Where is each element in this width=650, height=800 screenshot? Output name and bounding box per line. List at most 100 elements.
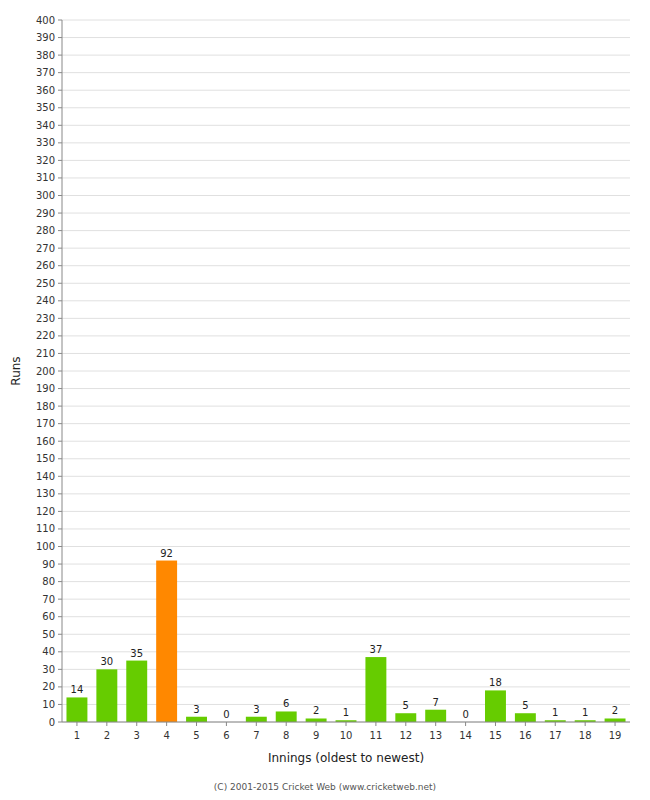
y-tick-label: 260 bbox=[36, 260, 55, 271]
x-tick bbox=[346, 722, 347, 726]
x-tick bbox=[256, 722, 257, 726]
grid-line bbox=[62, 511, 630, 512]
y-tick-label: 110 bbox=[36, 523, 55, 534]
grid-line bbox=[62, 37, 630, 38]
grid-line bbox=[62, 20, 630, 21]
footer-note: (C) 2001-2015 Cricket Web (www.cricketwe… bbox=[214, 782, 436, 792]
y-tick bbox=[58, 90, 62, 91]
data-labels: 1430359230362137570185112 bbox=[71, 548, 619, 720]
grid-line bbox=[62, 90, 630, 91]
y-tick-label: 160 bbox=[36, 436, 55, 447]
y-tick-label: 270 bbox=[36, 243, 55, 254]
y-tick-label: 60 bbox=[42, 611, 55, 622]
x-tick bbox=[286, 722, 287, 726]
x-tick bbox=[495, 722, 496, 726]
x-tick-label: 17 bbox=[549, 730, 562, 741]
grid-line bbox=[62, 564, 630, 565]
grid-line bbox=[62, 599, 630, 600]
data-label: 3 bbox=[193, 704, 199, 715]
bar bbox=[276, 711, 297, 722]
y-tick-label: 190 bbox=[36, 383, 55, 394]
data-label: 6 bbox=[283, 698, 289, 709]
y-tick bbox=[58, 704, 62, 705]
grid-line bbox=[62, 476, 630, 477]
bar bbox=[126, 661, 147, 722]
grid-line bbox=[62, 546, 630, 547]
grid-line bbox=[62, 177, 630, 178]
y-tick bbox=[58, 546, 62, 547]
y-tick-label: 80 bbox=[42, 576, 55, 587]
y-tick-label: 100 bbox=[36, 541, 55, 552]
y-tick-label: 390 bbox=[36, 32, 55, 43]
x-tick bbox=[555, 722, 556, 726]
y-tick bbox=[58, 230, 62, 231]
y-tick bbox=[58, 283, 62, 284]
data-label: 0 bbox=[223, 709, 229, 720]
grid-line bbox=[62, 55, 630, 56]
y-tick-label: 70 bbox=[42, 594, 55, 605]
x-tick bbox=[226, 722, 227, 726]
x-tick-label: 4 bbox=[163, 730, 169, 741]
y-tick bbox=[58, 160, 62, 161]
x-tick bbox=[136, 722, 137, 726]
bar bbox=[96, 669, 117, 722]
x-tick-label: 12 bbox=[399, 730, 412, 741]
y-tick bbox=[58, 528, 62, 529]
x-tick bbox=[166, 722, 167, 726]
bar bbox=[515, 713, 536, 722]
x-tick-label: 5 bbox=[193, 730, 199, 741]
x-tick-label: 2 bbox=[104, 730, 110, 741]
x-tick-label: 1 bbox=[74, 730, 80, 741]
grid-line bbox=[62, 265, 630, 266]
bar bbox=[425, 710, 446, 722]
data-label: 37 bbox=[370, 644, 383, 655]
x-tick-label: 11 bbox=[370, 730, 383, 741]
grid-line bbox=[62, 388, 630, 389]
x-ticks: 12345678910111213141516171819 bbox=[74, 722, 622, 741]
grid-line bbox=[62, 634, 630, 635]
y-tick-label: 210 bbox=[36, 348, 55, 359]
grid-line bbox=[62, 160, 630, 161]
y-tick-label: 30 bbox=[42, 664, 55, 675]
bar bbox=[485, 690, 506, 722]
data-label: 5 bbox=[403, 700, 409, 711]
x-tick bbox=[525, 722, 526, 726]
x-tick-label: 10 bbox=[340, 730, 353, 741]
y-tick bbox=[58, 265, 62, 266]
y-tick bbox=[58, 125, 62, 126]
grid-line bbox=[62, 581, 630, 582]
y-tick-label: 220 bbox=[36, 330, 55, 341]
y-tick bbox=[58, 353, 62, 354]
y-tick-label: 370 bbox=[36, 67, 55, 78]
y-tick bbox=[58, 177, 62, 178]
grid-line bbox=[62, 283, 630, 284]
grid-line bbox=[62, 441, 630, 442]
y-tick-label: 50 bbox=[42, 629, 55, 640]
bar bbox=[306, 718, 327, 722]
data-label: 92 bbox=[160, 548, 173, 559]
y-tick bbox=[58, 37, 62, 38]
y-tick-label: 310 bbox=[36, 172, 55, 183]
data-label: 5 bbox=[522, 700, 528, 711]
bar bbox=[246, 717, 267, 722]
y-tick-label: 360 bbox=[36, 85, 55, 96]
y-tick bbox=[58, 72, 62, 73]
data-label: 30 bbox=[100, 656, 113, 667]
y-tick bbox=[58, 511, 62, 512]
bar bbox=[186, 717, 207, 722]
y-tick-label: 320 bbox=[36, 155, 55, 166]
grid-line bbox=[62, 423, 630, 424]
grid-line bbox=[62, 528, 630, 529]
grid-line bbox=[62, 300, 630, 301]
data-label: 18 bbox=[489, 677, 502, 688]
y-tick-label: 140 bbox=[36, 471, 55, 482]
y-tick bbox=[58, 722, 62, 723]
y-tick-label: 0 bbox=[49, 717, 55, 728]
x-tick-label: 3 bbox=[134, 730, 140, 741]
x-tick-label: 9 bbox=[313, 730, 319, 741]
grid-line bbox=[62, 318, 630, 319]
grid-line bbox=[62, 651, 630, 652]
y-tick bbox=[58, 20, 62, 21]
y-tick bbox=[58, 458, 62, 459]
y-tick bbox=[58, 388, 62, 389]
